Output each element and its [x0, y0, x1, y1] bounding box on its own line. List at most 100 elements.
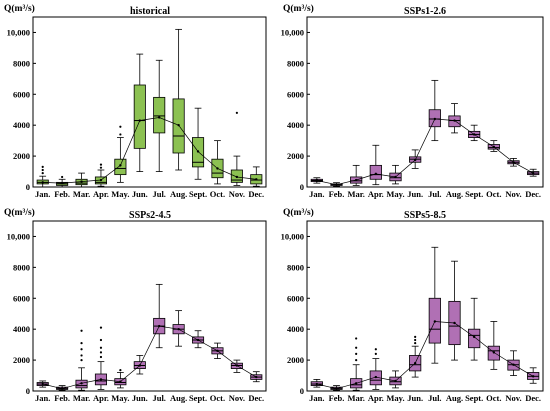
box-jul — [153, 59, 166, 172]
mean-point — [394, 379, 397, 383]
chart-panel-3: SSPs2-4.5 Q(m³/s) 0 2000 4000 6000 8000 10,000 J… — [4, 207, 267, 403]
y-tick-label: 4000 — [287, 120, 304, 130]
mean-point — [472, 133, 476, 136]
chart-title: historical — [130, 6, 170, 17]
x-tick-label: Jul. — [428, 393, 441, 403]
iqr-box — [468, 328, 481, 349]
outlier-point — [80, 348, 83, 351]
mean-point — [99, 378, 103, 381]
box-may — [389, 164, 402, 185]
x-tick-label: Aug. — [446, 189, 463, 199]
box-sept — [192, 107, 205, 180]
outlier-point — [99, 346, 103, 349]
box-mar — [75, 329, 88, 391]
mean-point — [138, 119, 141, 122]
mean-point — [177, 327, 180, 331]
x-tick-label: Mar. — [347, 189, 364, 199]
mean-point — [158, 116, 161, 119]
y-tick-label: 8000 — [287, 262, 304, 272]
mean-point — [99, 178, 103, 182]
plot-frame — [306, 220, 544, 392]
mean-point — [433, 320, 437, 323]
outlier-point — [41, 168, 44, 172]
box-mar — [75, 172, 88, 188]
outlier-point — [80, 354, 83, 357]
mean-point — [354, 382, 358, 385]
y-tick-label: 6000 — [13, 293, 30, 303]
outlier-point — [355, 346, 358, 349]
chart-panel-1: historical Q(m³/s) 0 2000 4000 6000 8000 10,000… — [4, 3, 267, 199]
plot-frame — [306, 16, 544, 188]
mean-point — [119, 380, 122, 383]
x-tick-label: Jun. — [132, 189, 148, 199]
outlier-point — [355, 337, 358, 340]
y-tick-label: 8000 — [287, 58, 304, 68]
outlier-point — [355, 352, 358, 356]
mean-point — [177, 123, 180, 127]
x-tick-label: Sept. — [189, 189, 207, 199]
x-tick-label: Jun. — [132, 393, 148, 403]
y-tick-label: 6000 — [13, 89, 30, 99]
x-tick-label: Dec. — [525, 189, 541, 199]
y-tick-label: 6000 — [287, 89, 304, 99]
x-tick-label: May. — [386, 189, 404, 199]
x-tick-label: Nov. — [505, 393, 521, 403]
y-tick-label: 8000 — [13, 262, 30, 272]
mean-point — [80, 180, 83, 183]
mean-point — [158, 324, 161, 328]
x-tick-label: Dec. — [525, 393, 541, 403]
y-tick-label: 4000 — [13, 120, 30, 130]
outlier-point — [414, 341, 417, 345]
mean-trend-line — [42, 117, 257, 184]
x-tick-label: Jun. — [407, 189, 423, 199]
x-tick-label: Jan. — [309, 393, 324, 403]
box-oct — [211, 140, 224, 185]
box-jul — [428, 246, 441, 364]
outlier-point — [374, 348, 377, 351]
x-tick-label: Apr. — [93, 189, 109, 199]
y-tick-label: 0 — [300, 386, 304, 396]
box-aug — [448, 103, 461, 134]
outlier-point — [99, 351, 103, 354]
outlier-point — [41, 171, 44, 175]
x-tick-label: Apr. — [368, 189, 384, 199]
x-tick-label: Oct. — [210, 393, 225, 403]
y-axis-label: Q(m³/s) — [283, 207, 314, 218]
y-tick-label: 10,000 — [281, 27, 304, 37]
plot-frame — [32, 16, 267, 188]
mean-point — [335, 183, 338, 186]
y-tick-label: 4000 — [287, 324, 304, 334]
outlier-point — [80, 358, 83, 362]
mean-point — [472, 335, 476, 339]
x-tick-label: May. — [386, 393, 404, 403]
mean-point — [196, 150, 200, 153]
y-tick-label: 10,000 — [281, 231, 304, 241]
y-tick-label: 6000 — [287, 293, 304, 303]
box-jun — [409, 335, 422, 378]
iqr-box — [153, 96, 166, 134]
x-tick-label: Jul. — [152, 189, 165, 199]
box-oct — [487, 321, 500, 370]
box-aug — [448, 260, 461, 361]
outlier-point — [355, 358, 358, 362]
y-tick-label: 2000 — [287, 151, 304, 161]
mean-point — [235, 364, 239, 367]
outlier-point — [99, 326, 103, 329]
box-jul — [428, 79, 441, 142]
x-tick-label: Feb. — [54, 393, 70, 403]
outlier-point — [99, 163, 103, 166]
mean-point — [119, 164, 122, 167]
chart-title: SSPs1-2.6 — [404, 6, 446, 17]
mean-point — [216, 349, 219, 353]
chart-title: SSPs2-4.5 — [129, 210, 171, 221]
iqr-box — [133, 84, 146, 149]
x-tick-label: Aug. — [446, 393, 463, 403]
mean-point — [41, 382, 44, 386]
x-tick-label: Oct. — [486, 189, 501, 199]
mean-point — [492, 145, 496, 149]
mean-point — [60, 181, 64, 185]
box-may — [114, 125, 127, 183]
x-tick-label: Jul. — [428, 189, 441, 199]
mean-point — [413, 158, 417, 162]
